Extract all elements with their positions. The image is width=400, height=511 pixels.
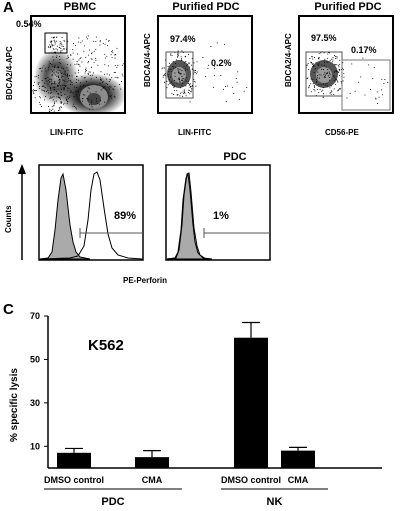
- hist-nk-title: NK: [97, 151, 113, 163]
- y-tick-label: 70: [30, 311, 40, 321]
- plot-a2-title: Purified PDC: [172, 1, 240, 13]
- bar: [135, 457, 169, 468]
- category-label: CMA: [288, 475, 309, 485]
- bar: [281, 450, 315, 468]
- category-label: DMSO control: [221, 475, 281, 485]
- hist-pdc-gate-label: 1%: [213, 210, 229, 222]
- plot-a3-frame: [298, 15, 394, 114]
- hist-xlabel: PE-Perforin: [122, 276, 167, 285]
- category-label: DMSO control: [44, 475, 104, 485]
- hist-pdc-perforin-curve: [166, 172, 207, 260]
- plot-a2-frame: [157, 15, 253, 114]
- plot-a3-scatter: [305, 51, 391, 111]
- hist-nk-control-curve: [39, 172, 91, 260]
- panel-a-letter: A: [3, 0, 14, 16]
- plot-a1-xlabel: LIN-FITC: [50, 128, 84, 137]
- y-tick-label: 30: [30, 398, 40, 408]
- y-tick-label: 50: [30, 354, 40, 364]
- plot-a2-gate-label-2: 0.2%: [211, 58, 232, 68]
- plot-a2-ylabel: BDCA2/4-APC: [143, 33, 152, 87]
- plot-a3-xlabel: CD56-PE: [325, 128, 359, 137]
- y-tick-label: 10: [30, 441, 40, 451]
- hist-nk-perforin-curve: [39, 171, 143, 260]
- plot-a1-title: PBMC: [63, 1, 97, 13]
- hist-ylabel: Counts: [4, 205, 13, 233]
- panel-b-letter: B: [3, 149, 14, 166]
- group-label: PDC: [101, 496, 124, 508]
- counts-axis-arrow-icon: [18, 164, 26, 174]
- chart-ylabel: % specific lysis: [9, 368, 20, 442]
- plot-a1-scatter: [32, 32, 124, 112]
- hist-nk-gate-label: 89%: [114, 210, 137, 222]
- lysis-bar-chart: 70 50 30 10 DMSO control CMA DMSO control CMA PD…: [30, 311, 382, 508]
- panel-c-letter: C: [3, 301, 14, 318]
- plot-a2-gate-label-1: 97.4%: [170, 34, 196, 44]
- plot-a3-gate-cd56: [341, 59, 391, 111]
- bar: [57, 452, 91, 468]
- plot-a2-gate-pdc: [165, 51, 194, 99]
- histogram-panel: [18, 164, 271, 261]
- plot-a1-ylabel: BDCA2/4-APC: [5, 46, 14, 100]
- target-cell-label: K562: [88, 337, 124, 354]
- plot-a1-frame: [30, 15, 126, 114]
- bar: [234, 337, 268, 468]
- hist-pdc-title: PDC: [223, 151, 247, 163]
- plot-a3-gate-label-2: 0.17%: [351, 45, 377, 55]
- plot-a2-xlabel: LIN-FITC: [178, 128, 212, 137]
- plot-a3-title: Purified PDC: [314, 1, 382, 13]
- plot-a1-gate-label: 0.54%: [16, 19, 42, 29]
- plot-a1-gate: [44, 32, 68, 54]
- plot-a3-ylabel: BDCA2/4-APC: [284, 33, 293, 87]
- group-label: NK: [267, 496, 283, 508]
- plot-a3-gate-label-1: 97.5%: [311, 33, 337, 43]
- category-label: CMA: [142, 475, 163, 485]
- hist-pdc-control-curve: [166, 172, 213, 260]
- plot-a2-scatter: [161, 42, 248, 103]
